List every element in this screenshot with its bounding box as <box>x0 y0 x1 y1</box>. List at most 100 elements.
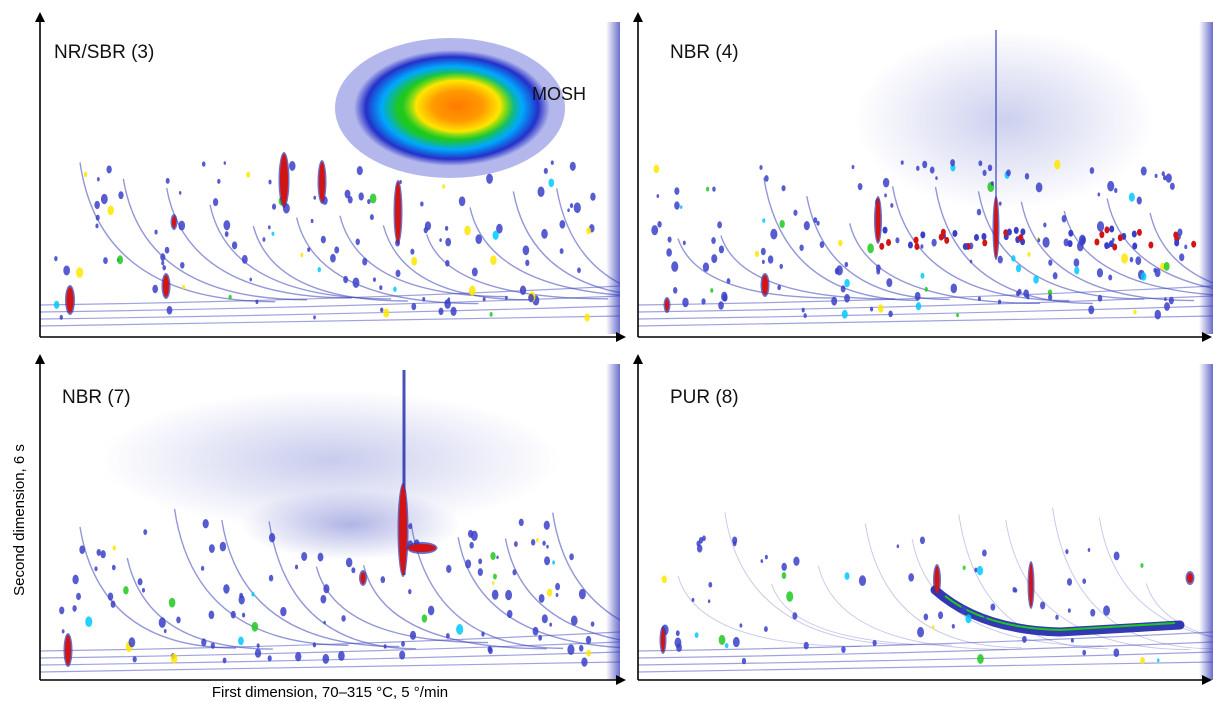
peak-spot <box>1040 601 1046 610</box>
peak-spot <box>343 275 349 284</box>
peak-spot <box>301 551 308 562</box>
peak-spot <box>230 610 236 619</box>
peak-spot <box>1018 234 1024 242</box>
peak-spot <box>1070 638 1074 643</box>
trace-arc <box>209 204 392 300</box>
peak-spot <box>1012 586 1017 593</box>
peak-spot <box>107 592 114 601</box>
trace-arc <box>977 191 1145 300</box>
trace-arc <box>79 162 276 303</box>
peak-spot <box>152 284 159 294</box>
peak-spot <box>831 296 838 306</box>
peak-spot <box>421 614 428 623</box>
peak-spot <box>1006 228 1012 236</box>
peak-spot <box>341 615 346 622</box>
peak-spot <box>919 536 925 545</box>
peak-spot <box>489 312 493 317</box>
baseline-trace <box>638 641 1213 659</box>
peak-spot <box>1164 297 1167 302</box>
peak-spot <box>1067 608 1071 613</box>
peak-spot <box>982 549 987 557</box>
peak-spot <box>450 306 457 317</box>
strong-peak <box>65 635 71 665</box>
peak-spot <box>656 194 660 198</box>
peak-spot <box>1163 261 1170 271</box>
peak-spot <box>1154 268 1161 278</box>
peak-spot <box>1087 548 1091 552</box>
peak-spot <box>931 238 937 247</box>
peak-spot <box>914 243 920 251</box>
peak-spot <box>962 243 968 251</box>
trace-arc <box>677 238 837 299</box>
peak-spot <box>310 218 314 224</box>
peak-spot <box>851 164 855 170</box>
peak-spot <box>997 255 1003 264</box>
peak-spot <box>351 567 356 574</box>
trace-arc <box>126 557 273 650</box>
peak-spot <box>201 638 207 647</box>
peak-spot <box>280 606 287 617</box>
peak-spot <box>1113 551 1120 561</box>
peak-spot <box>535 538 539 543</box>
peak-spot <box>537 186 545 198</box>
peak-spot <box>1177 228 1183 237</box>
peak-spot <box>72 605 77 612</box>
peak-spot <box>210 642 215 649</box>
peak-spot <box>555 582 561 591</box>
peak-spot <box>717 221 723 229</box>
peak-spot <box>170 653 178 664</box>
peak-spot <box>267 655 272 662</box>
peak-spot <box>965 614 972 624</box>
peak-spot <box>990 181 994 186</box>
peak-spot <box>347 195 353 204</box>
peak-spot <box>674 187 680 195</box>
peak-spot <box>759 165 763 170</box>
plot-area <box>40 22 620 334</box>
peak-spot <box>882 177 890 188</box>
peak-spot <box>763 626 768 633</box>
y-axis <box>35 12 45 337</box>
trace-arc <box>1098 517 1213 638</box>
peak-spot <box>840 285 846 293</box>
strong-peak <box>665 299 669 311</box>
peak-spot <box>760 247 766 256</box>
peak-spot <box>313 195 317 200</box>
panel-nbr-7: NBR (7) <box>35 354 626 685</box>
peak-spot <box>338 650 345 661</box>
peak-spot <box>518 518 524 527</box>
peak-spot <box>569 203 574 209</box>
peak-spot <box>836 265 843 276</box>
baseline-trace <box>40 641 620 659</box>
peak-spot <box>530 539 536 546</box>
peak-spot <box>813 217 818 223</box>
peak-spot <box>238 636 244 646</box>
strong-peak <box>994 198 998 258</box>
strong-peak <box>172 216 176 228</box>
peak-spot <box>223 161 227 165</box>
peak-spot <box>711 254 718 264</box>
peak-spot <box>383 308 390 318</box>
peak-spot <box>872 639 877 647</box>
peak-spot <box>764 554 768 560</box>
peak-spot <box>567 644 575 656</box>
peak-spot <box>251 621 259 632</box>
peak-spot <box>1063 238 1069 247</box>
peak-spot <box>222 657 227 664</box>
peak-spot <box>445 237 452 247</box>
peak-spot <box>708 581 713 588</box>
peak-spot <box>1165 173 1172 183</box>
peak-spot <box>59 606 65 615</box>
peak-spot <box>212 198 219 207</box>
peak-spot <box>896 544 900 549</box>
peak-spot <box>200 565 205 571</box>
peak-spot <box>158 617 166 628</box>
peak-spot <box>1107 180 1115 192</box>
peak-spot <box>819 241 825 249</box>
trace-arc <box>552 512 620 621</box>
peak-spot <box>1154 309 1162 320</box>
trace-arc <box>720 235 896 300</box>
peak-spot <box>781 562 787 571</box>
peak-spot <box>438 307 444 316</box>
peak-spot <box>541 228 548 239</box>
peak-spot <box>977 296 981 302</box>
